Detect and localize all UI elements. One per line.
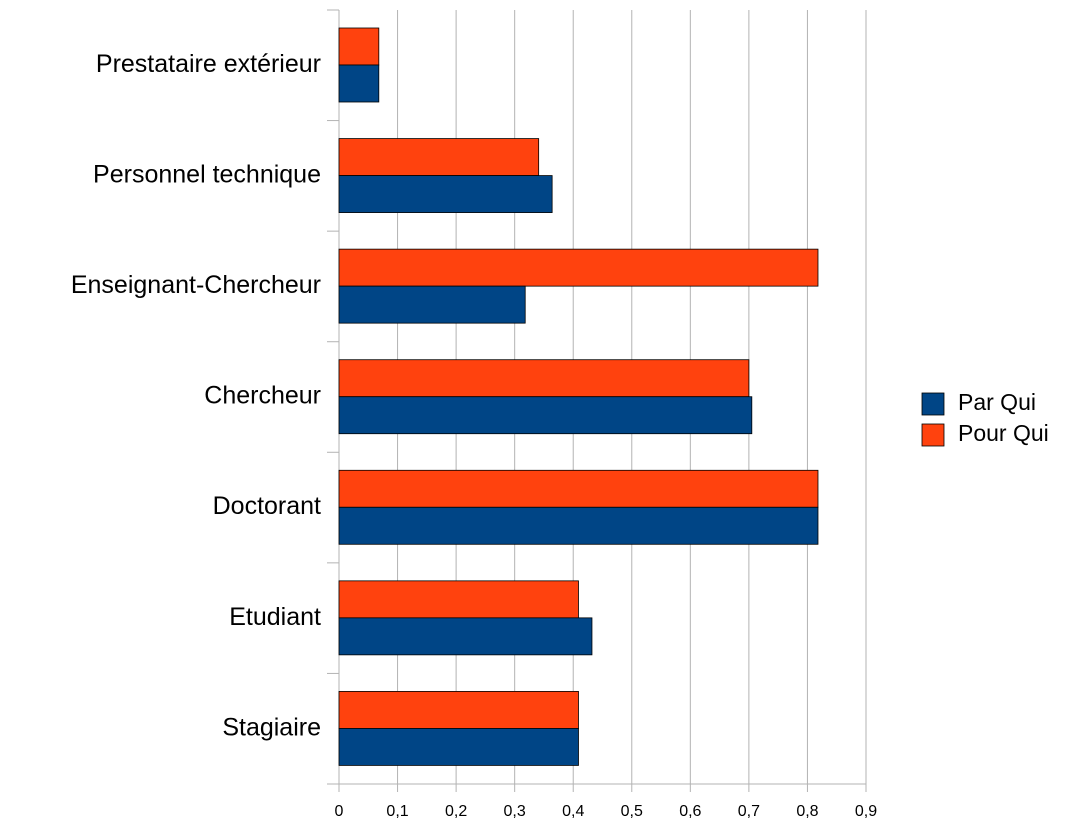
legend-swatch <box>921 392 945 416</box>
bar <box>338 728 579 766</box>
legend-label: Par Qui <box>958 389 1036 415</box>
bar <box>338 64 380 103</box>
x-tick-label: 0,1 <box>386 803 408 820</box>
x-tick-label: 0,9 <box>855 803 877 820</box>
x-tick-label: 0,6 <box>679 803 701 820</box>
legend-label: Pour Qui <box>958 420 1049 446</box>
legend-swatch <box>921 423 945 447</box>
bar <box>338 27 380 66</box>
y-tick-label: Enseignant-Chercheur <box>71 271 321 299</box>
bar <box>338 617 593 656</box>
bar <box>338 175 553 213</box>
x-tick-label: 0,4 <box>562 803 584 820</box>
y-tick-label: Stagiaire <box>222 713 321 741</box>
bar <box>338 580 579 619</box>
bar <box>338 691 579 729</box>
y-tick-label: Doctorant <box>213 492 321 520</box>
x-tick-label: 0,8 <box>796 803 818 820</box>
bar <box>338 396 753 435</box>
bar <box>338 359 750 398</box>
bar <box>338 285 526 324</box>
x-tick-label: 0 <box>335 803 344 820</box>
bar <box>338 506 819 545</box>
y-tick-label: Personnel technique <box>93 160 321 188</box>
y-tick-label: Prestataire extérieur <box>96 50 321 78</box>
x-tick-label: 0,2 <box>445 803 467 820</box>
bar <box>338 248 819 287</box>
x-tick-label: 0,3 <box>504 803 526 820</box>
x-tick-label: 0,5 <box>621 803 643 820</box>
y-tick-label: Chercheur <box>204 382 321 410</box>
bar <box>338 138 540 176</box>
y-tick-label: Etudiant <box>229 603 321 631</box>
x-tick-label: 0,7 <box>738 803 760 820</box>
bar <box>338 469 819 508</box>
